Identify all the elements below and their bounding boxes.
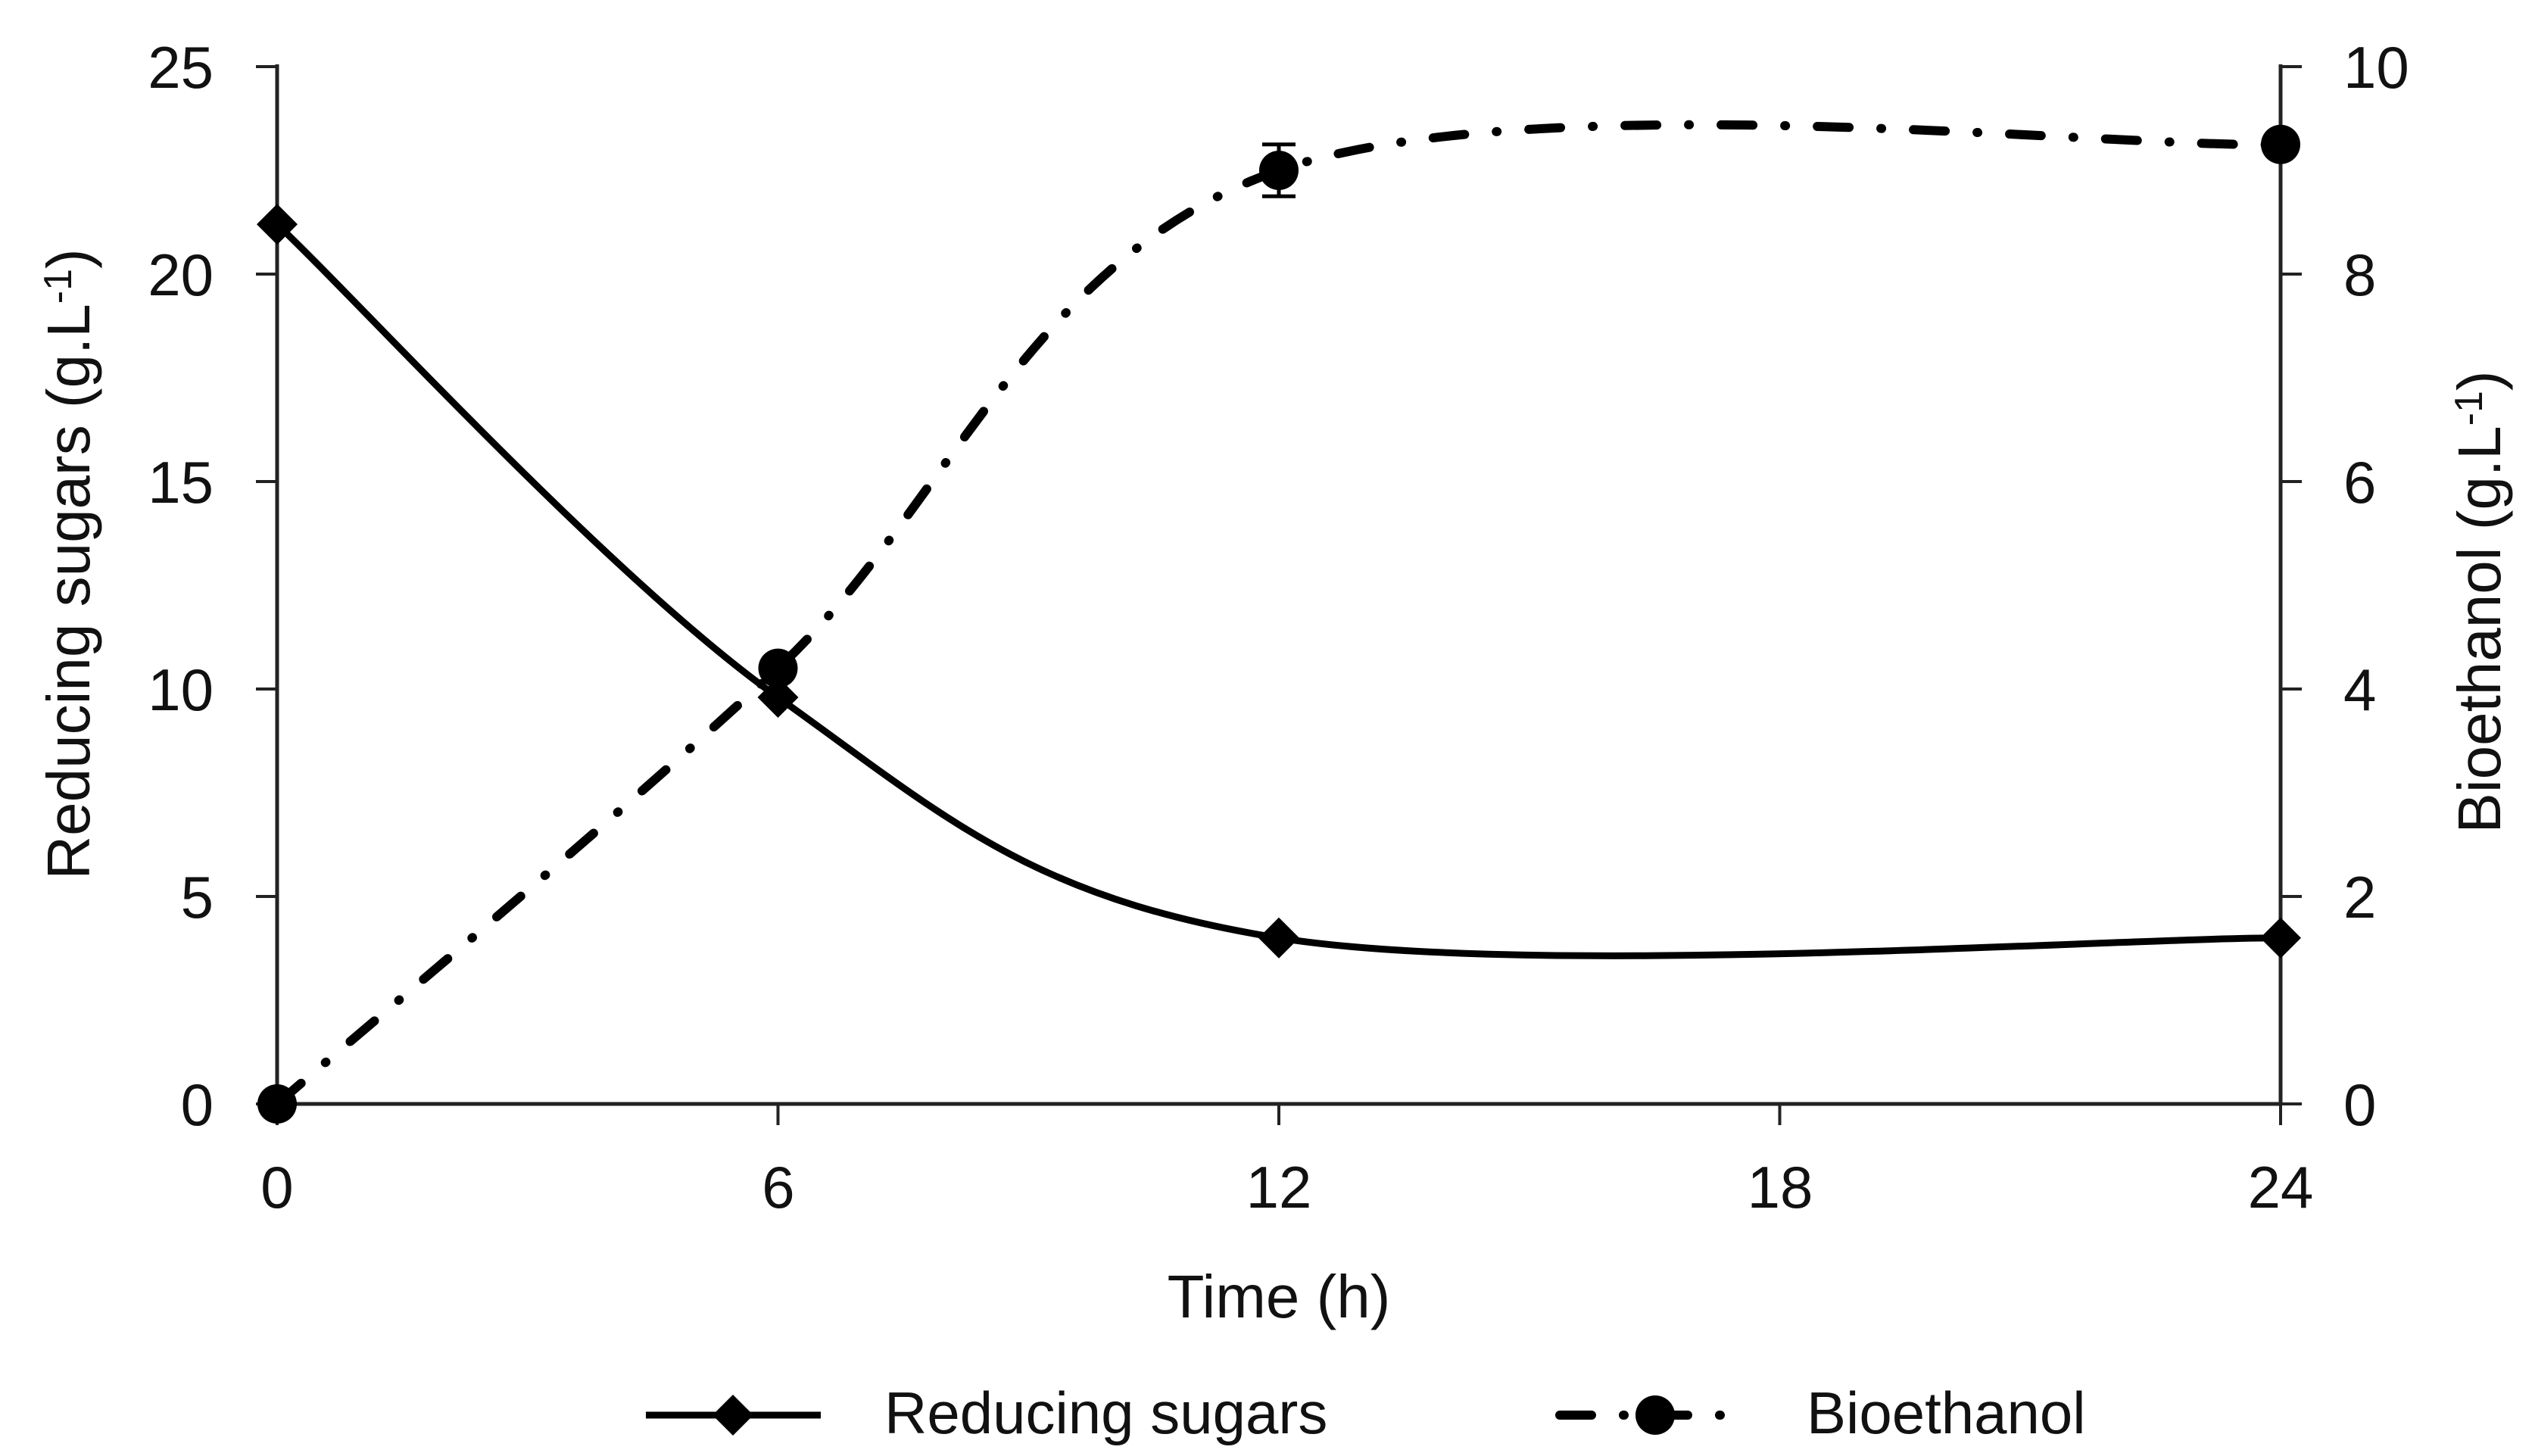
legend-diamond-marker-icon <box>712 1395 753 1436</box>
x-tick-label-18: 18 <box>1748 1154 1813 1221</box>
marker-reducing-sugars-t12 <box>1258 917 1299 959</box>
right-tick-label-0: 0 <box>2343 1071 2376 1138</box>
right-tick-label-8: 8 <box>2343 242 2376 308</box>
axes-layer <box>256 64 2302 1125</box>
left-tick-label-0: 0 <box>181 1071 214 1138</box>
legend-item-bioethanol: Bioethanol <box>1555 1380 2086 1446</box>
marker-reducing-sugars-t24 <box>2260 917 2301 959</box>
left-tick-label-15: 15 <box>148 449 214 516</box>
legend-label-reducing-sugars: Reducing sugars <box>884 1380 1327 1446</box>
legend-item-reducing-sugars: Reducing sugars <box>646 1380 1327 1446</box>
right-axis-tick-labels: 10 8 6 4 2 0 <box>2343 34 2409 1138</box>
marker-bioethanol-t12 <box>1259 151 1299 190</box>
marker-bioethanol-t24 <box>2261 124 2300 164</box>
right-tick-label-2: 2 <box>2343 864 2376 931</box>
legend: Reducing sugars Bioethanol <box>646 1380 2086 1446</box>
legend-circle-marker-icon <box>1635 1395 1675 1435</box>
x-axis-title: Time (h) <box>1168 1263 1391 1330</box>
x-tick-label-24: 24 <box>2248 1154 2314 1221</box>
left-axis-tick-labels: 25 20 15 10 5 0 <box>148 34 214 1138</box>
x-tick-label-0: 0 <box>260 1154 293 1221</box>
left-tick-label-25: 25 <box>148 34 214 101</box>
right-axis-title: Bioethanol (g.L-1) <box>2446 370 2513 833</box>
left-tick-label-5: 5 <box>181 864 214 931</box>
right-tick-label-10: 10 <box>2343 34 2409 101</box>
legend-label-bioethanol: Bioethanol <box>1807 1380 2086 1446</box>
left-tick-label-20: 20 <box>148 242 214 308</box>
marker-reducing-sugars-t0 <box>257 204 298 245</box>
x-axis-tick-labels: 0 6 12 18 24 <box>260 1154 2313 1221</box>
right-tick-label-6: 6 <box>2343 449 2376 516</box>
x-tick-label-6: 6 <box>762 1154 794 1221</box>
series-layer <box>257 120 2301 1124</box>
series-line-bioethanol <box>273 120 2285 1108</box>
right-tick-label-4: 4 <box>2343 656 2376 723</box>
left-tick-label-10: 10 <box>148 656 214 723</box>
left-axis-title: Reducing sugars (g.L-1) <box>35 248 102 879</box>
series-line-reducing-sugars <box>274 221 2281 959</box>
marker-bioethanol-t0 <box>257 1084 297 1124</box>
marker-reducing-sugars-t6 <box>757 676 799 718</box>
x-tick-label-12: 12 <box>1246 1154 1312 1221</box>
marker-bioethanol-t6 <box>758 648 798 688</box>
